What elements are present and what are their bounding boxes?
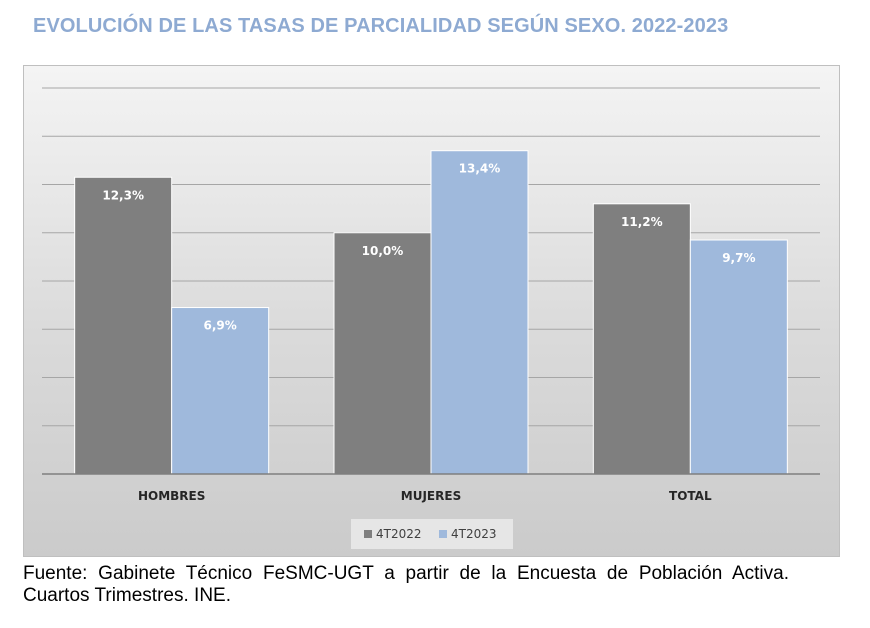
category-label: HOMBRES (138, 489, 205, 503)
category-label: MUJERES (401, 489, 461, 503)
bar (74, 176, 173, 475)
data-label: 11,2% (621, 215, 663, 229)
bar (171, 307, 270, 475)
chart-title: EVOLUCIÓN DE LAS TASAS DE PARCIALIDAD SE… (33, 15, 729, 37)
source-note: Fuente: Gabinete Técnico FeSMC-UGT a par… (23, 563, 789, 606)
legend-swatch (439, 530, 447, 538)
data-label: 12,3% (102, 188, 144, 202)
legend: 4T2022 4T2023 (351, 519, 513, 549)
data-label: 10,0% (362, 244, 404, 258)
bar (430, 150, 529, 475)
legend-label: 4T2023 (451, 527, 497, 541)
bar (592, 203, 691, 475)
data-label: 6,9% (204, 319, 237, 333)
legend-label: 4T2022 (376, 527, 422, 541)
chart-area: 12,3% 6,9% HOMBRES 10,0% 13,4% MUJERES 11,2% 9,… (23, 65, 840, 557)
data-label: 13,4% (459, 162, 501, 176)
legend-box (351, 519, 513, 549)
bar-chart: 12,3% 6,9% HOMBRES 10,0% 13,4% MUJERES 11,2% 9,… (42, 87, 820, 549)
legend-swatch (364, 530, 372, 538)
data-label: 9,7% (722, 251, 755, 265)
category-label: TOTAL (669, 489, 712, 503)
bar (689, 239, 788, 475)
bar (333, 232, 432, 475)
